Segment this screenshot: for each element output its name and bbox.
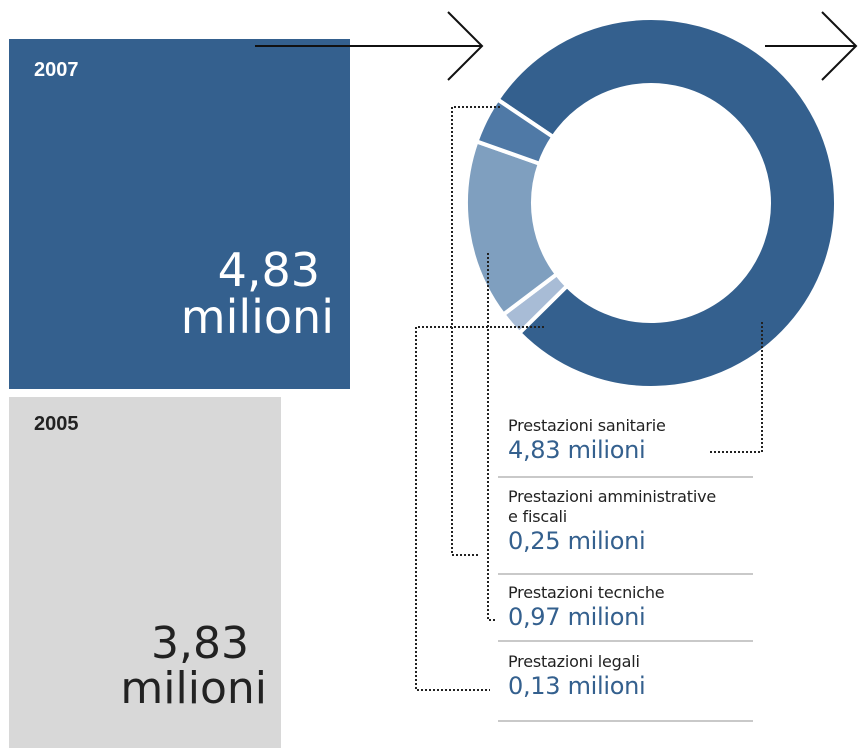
year-2005-label: 2005 xyxy=(34,413,79,435)
donut-slices xyxy=(464,16,838,390)
leader-tecniche xyxy=(487,253,496,621)
arrow-1-head xyxy=(447,11,484,81)
donut-slice-amministrative xyxy=(473,96,556,167)
divider xyxy=(498,476,753,478)
leader-sanitarie xyxy=(708,322,763,453)
legend-value: 4,83 milioni xyxy=(508,436,646,464)
divider xyxy=(498,720,753,722)
legend-value: 0,13 milioni xyxy=(508,672,646,700)
divider xyxy=(498,640,753,642)
total-2007-number: 4,83 xyxy=(217,243,320,297)
donut-slice-sanitarie xyxy=(494,16,838,390)
total-2005-unit: milioni xyxy=(120,662,267,714)
total-2005-number: 3,83 xyxy=(151,618,249,669)
legend-item-legali: Prestazioni legali 0,13 milioni xyxy=(498,652,753,722)
legend-label: Prestazioni legali xyxy=(508,652,640,671)
legend-item-amministrative: Prestazioni amministrative e fiscali 0,2… xyxy=(498,487,753,575)
year-2007-label: 2007 xyxy=(34,59,79,81)
arrow-decorations xyxy=(255,11,858,81)
total-2005-panel: 2005 3,83 milioni xyxy=(9,397,281,748)
arrow-2-head xyxy=(821,11,858,81)
legend-value: 0,25 milioni xyxy=(508,527,646,555)
leader-lines xyxy=(415,106,763,691)
legend-label: Prestazioni amministrative xyxy=(508,487,716,506)
legend-label-line2: e fiscali xyxy=(508,507,568,526)
total-2007-value: 4,83 milioni xyxy=(181,247,334,341)
legend-label: Prestazioni sanitarie xyxy=(508,416,666,435)
legend-item-sanitarie: Prestazioni sanitarie 4,83 milioni xyxy=(498,416,753,478)
total-2007-unit: milioni xyxy=(180,289,334,344)
legend-value: 0,97 milioni xyxy=(508,603,646,631)
legend-item-tecniche: Prestazioni tecniche 0,97 milioni xyxy=(498,583,753,642)
leader-legali xyxy=(415,326,544,691)
divider xyxy=(498,573,753,575)
leader-amministrative xyxy=(451,106,500,556)
total-2007-panel: 2007 4,83 milioni xyxy=(9,39,350,389)
total-2005-value: 3,83 milioni xyxy=(120,618,267,714)
legend-label: Prestazioni tecniche xyxy=(508,583,665,602)
